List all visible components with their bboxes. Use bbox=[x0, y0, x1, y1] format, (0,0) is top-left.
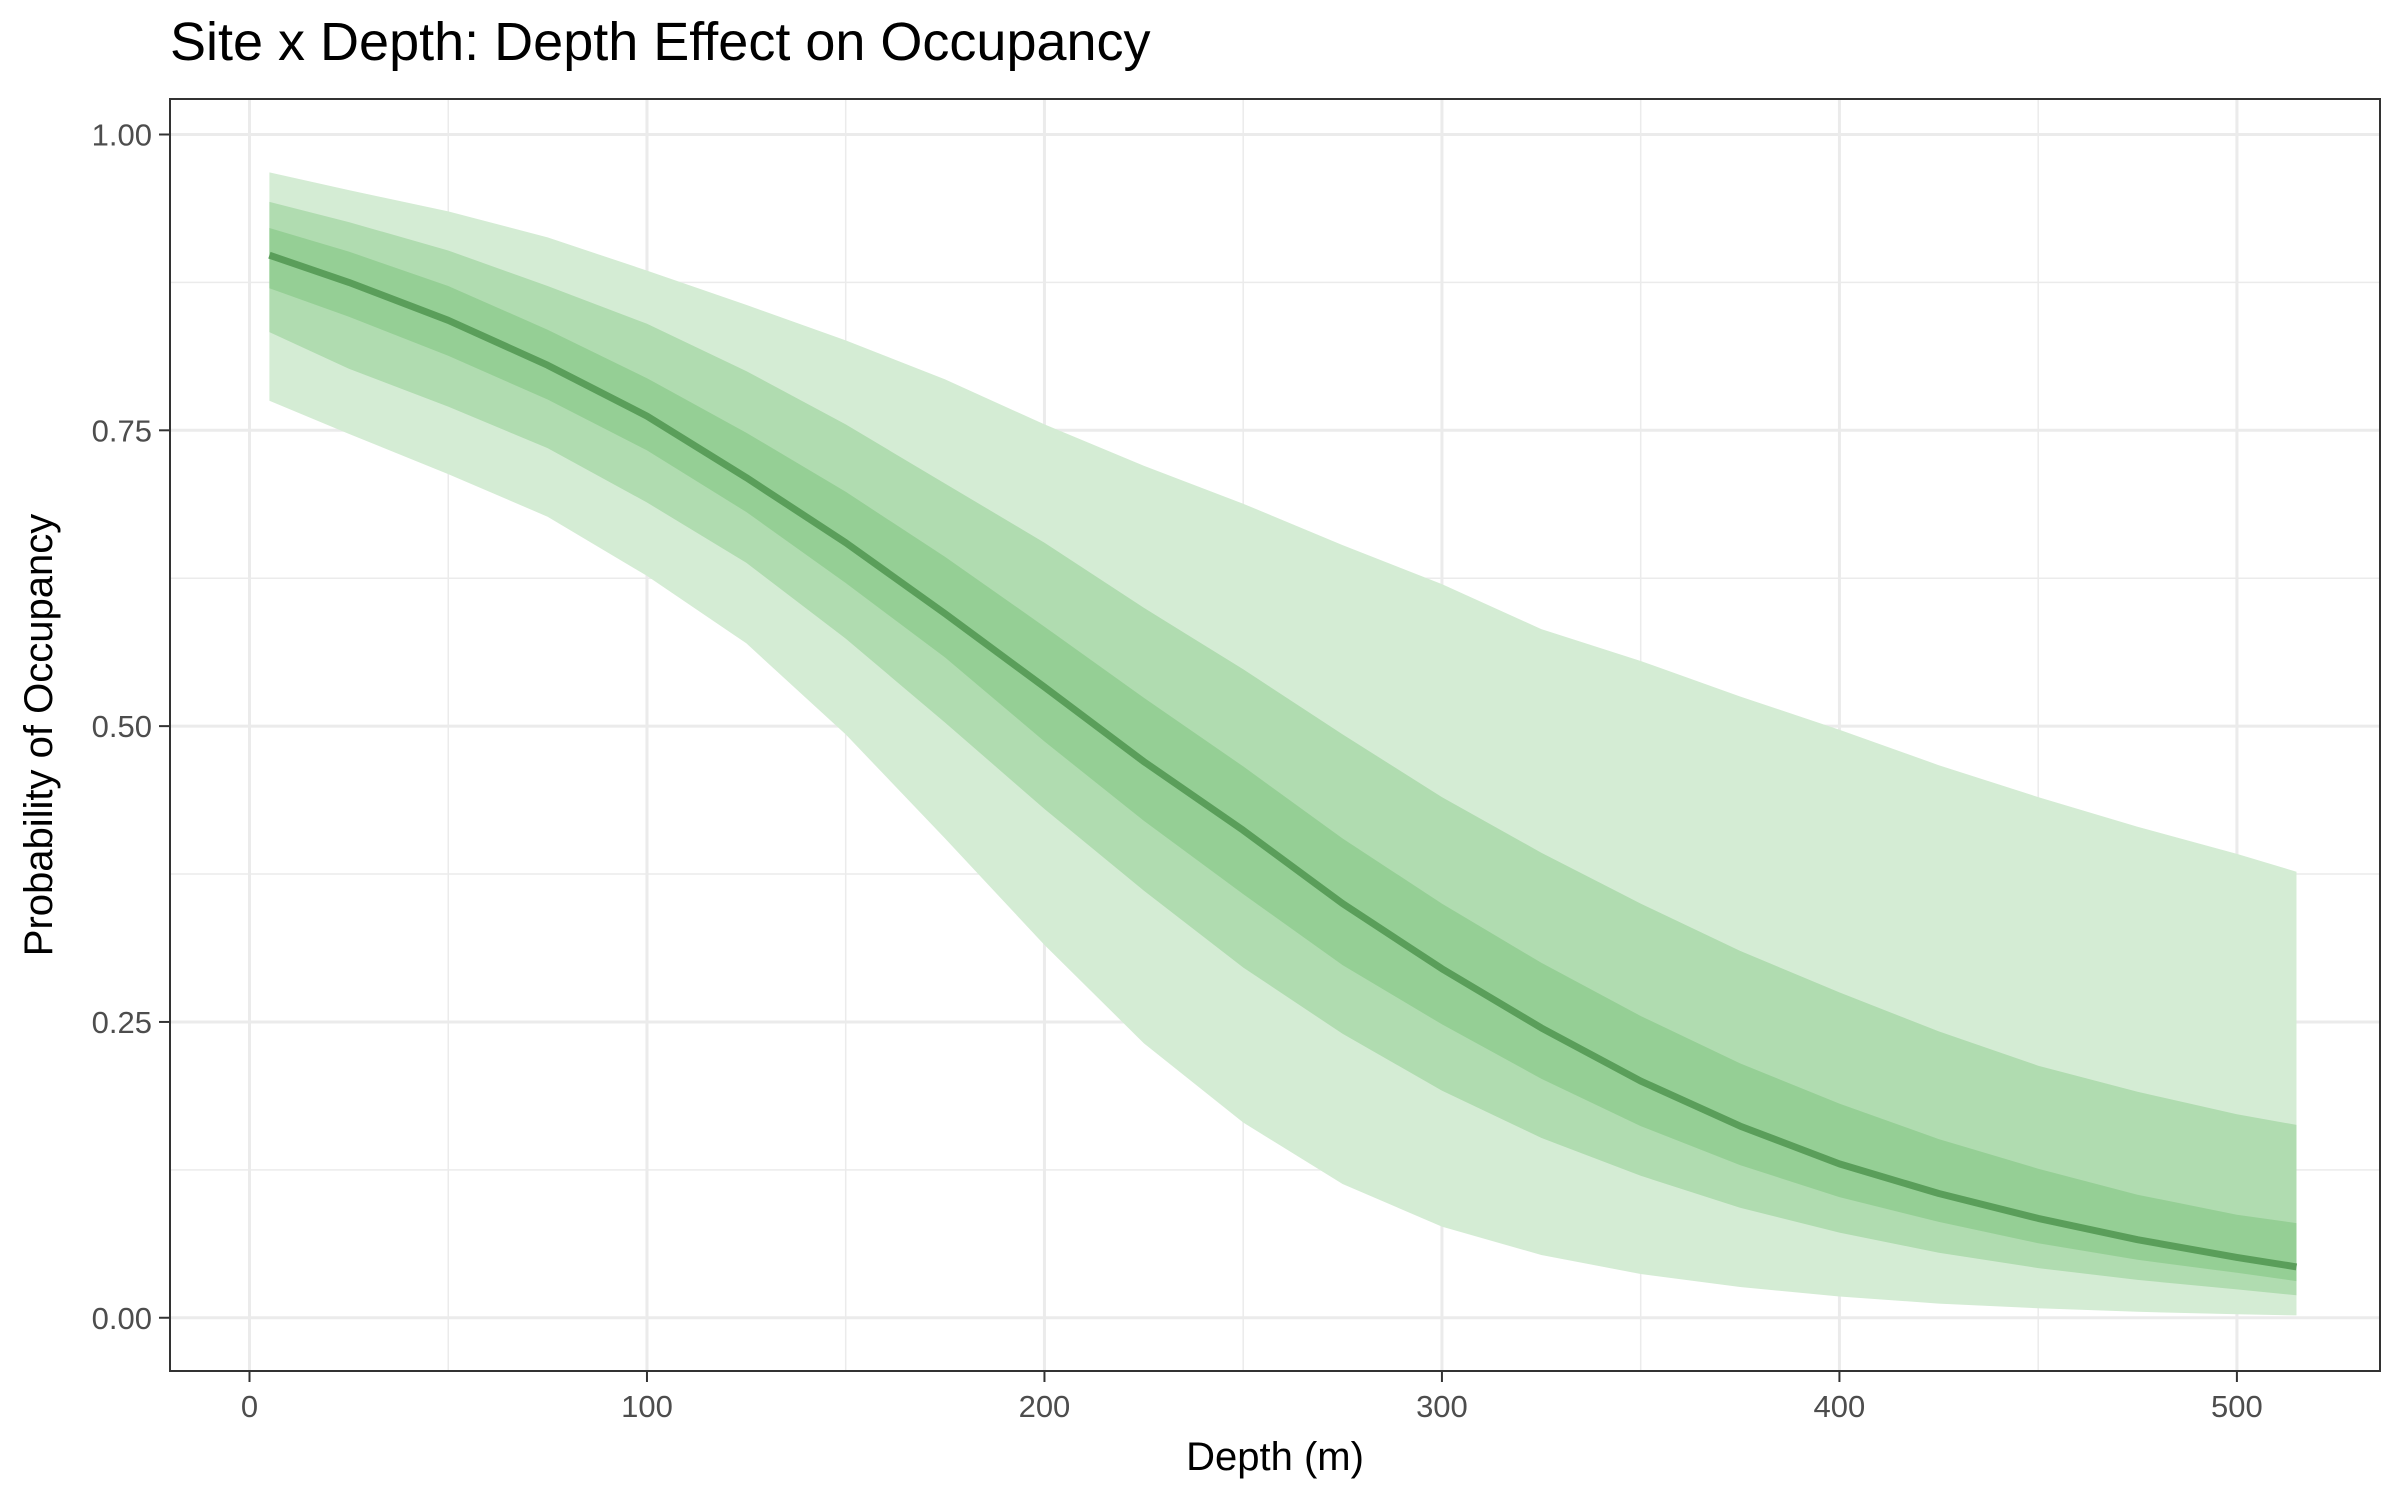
y-tick-label: 0.75 bbox=[92, 413, 152, 448]
chart-title: Site x Depth: Depth Effect on Occupancy bbox=[170, 12, 1151, 72]
x-tick-label: 0 bbox=[241, 1389, 258, 1424]
panel-border bbox=[169, 98, 2381, 1372]
x-tick-label: 300 bbox=[1416, 1389, 1468, 1424]
band-layer bbox=[269, 172, 2297, 1316]
x-tick-label: 400 bbox=[1814, 1389, 1866, 1424]
x-tick-label: 100 bbox=[621, 1389, 673, 1424]
y-tick-label: 0.00 bbox=[92, 1301, 152, 1336]
y-tick-label: 0.25 bbox=[92, 1005, 152, 1040]
y-axis-title: Probability of Occupancy bbox=[17, 514, 61, 956]
median-line bbox=[268, 251, 2298, 1271]
x-tick-label: 500 bbox=[2211, 1389, 2263, 1424]
band-inner-area bbox=[269, 228, 2297, 1282]
x-axis-title: Depth (m) bbox=[1186, 1435, 1364, 1479]
line-layer bbox=[268, 251, 2298, 1271]
axis-layer: 0 100 200 300 400 500 0.00 0.25 0.50 0.75 1.00 bbox=[92, 117, 2263, 1424]
x-tick-label: 200 bbox=[1019, 1389, 1071, 1424]
y-tick-label: 1.00 bbox=[92, 117, 152, 152]
y-tick-label: 0.50 bbox=[92, 709, 152, 744]
